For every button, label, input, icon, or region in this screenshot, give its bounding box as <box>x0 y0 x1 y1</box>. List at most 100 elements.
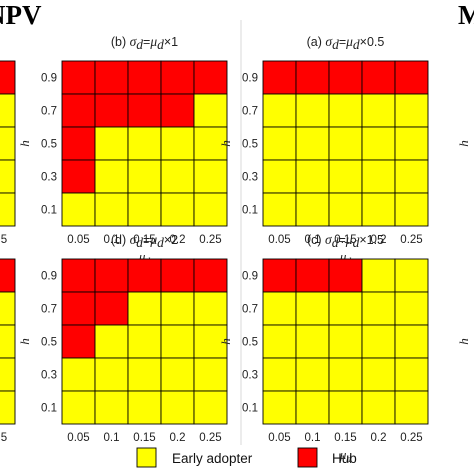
heatmap-cell <box>328 159 363 194</box>
heatmap-cell <box>127 357 162 392</box>
heatmap-cell <box>94 126 129 161</box>
x-tick-label: 0.2 <box>371 432 387 444</box>
heatmap-cell <box>262 357 297 392</box>
legend-label-early-adopter: Early adopter <box>172 451 253 466</box>
heatmap-cell <box>193 357 228 392</box>
heatmap-cell <box>94 159 129 194</box>
y-tick-label: 0.3 <box>242 370 258 382</box>
x-tick-label: 0.05 <box>268 432 290 444</box>
heatmap-cell <box>295 93 330 128</box>
heatmap-cell <box>328 93 363 128</box>
x-tick-label: 0.1 <box>104 432 120 444</box>
y-tick-label: 0.1 <box>41 403 57 415</box>
x-tick-label: 0.05 <box>67 234 89 246</box>
cropped-x-tick-label: 5 <box>1 432 7 444</box>
heatmap-cell <box>262 192 297 227</box>
heatmap-cell <box>328 126 363 161</box>
heatmap-cell <box>160 291 195 326</box>
x-tick-label: 0.25 <box>400 432 422 444</box>
heatmap-cell <box>361 357 396 392</box>
heatmap-panel-a: (a) σd=μd×0.5 0.9 0.7 0.5 0.3 0.1 0.05 0.1 0.15 0… <box>218 34 429 267</box>
heatmap-cell <box>127 291 162 326</box>
heatmap-cell <box>361 324 396 359</box>
x-tick-label: 0.15 <box>334 432 356 444</box>
heatmap-panel-b: (b) σd=μd×1 0.9 0.7 0.5 0.3 0.1 0.05 0.1 0.15 0.2… <box>17 34 228 267</box>
heatmap-cell <box>94 93 129 128</box>
x-tick-label: 0.2 <box>170 234 186 246</box>
heatmap-cell <box>160 258 195 293</box>
heatmap-cell <box>295 192 330 227</box>
y-tick-label: 0.5 <box>242 337 258 349</box>
heatmap-cell <box>61 159 96 194</box>
heatmap-cell <box>127 324 162 359</box>
heatmap-cell <box>127 258 162 293</box>
heatmap-cell <box>262 258 297 293</box>
x-tick-label: 0.15 <box>133 432 155 444</box>
heatmap-cell <box>328 357 363 392</box>
heatmap-cell <box>361 192 396 227</box>
heatmap-cell <box>262 390 297 425</box>
cropped-heatmap-cell <box>0 324 16 359</box>
heatmap-cell <box>394 192 429 227</box>
heatmap-panel-d: (d) σd=μd×2 0.9 0.7 0.5 0.3 0.1 0.05 0.1 0.15 0.2… <box>17 232 228 465</box>
heatmap-cell <box>193 324 228 359</box>
y-axis-label: h <box>17 338 32 345</box>
panel-title: (b) σd=μd×1 <box>111 34 178 52</box>
cropped-heatmap-cell <box>0 192 16 227</box>
cropped-x-tick-label: 5 <box>1 234 7 246</box>
heatmap-cell <box>94 324 129 359</box>
y-tick-label: 0.7 <box>41 304 57 316</box>
y-axis-label: h <box>218 338 233 345</box>
heatmap-cell <box>361 390 396 425</box>
x-tick-label: 0.05 <box>268 234 290 246</box>
x-tick-label: 0.2 <box>371 234 387 246</box>
heatmap-cell <box>127 93 162 128</box>
heatmap-cell <box>295 390 330 425</box>
y-tick-label: 0.3 <box>41 370 57 382</box>
heatmap-cell <box>295 291 330 326</box>
y-axis-label: h <box>17 140 32 147</box>
cropped-heatmap-cell <box>0 93 16 128</box>
heatmap-cell <box>94 60 129 95</box>
heatmap-cell <box>127 126 162 161</box>
heatmap-cell <box>394 258 429 293</box>
heatmap-cell <box>127 159 162 194</box>
heatmap-cell <box>94 291 129 326</box>
cropped-y-axis-label: h <box>456 338 471 345</box>
heatmap-cell <box>262 93 297 128</box>
heatmap-cell <box>262 291 297 326</box>
legend: Early adopter Hub <box>136 447 357 468</box>
heatmap-cell <box>262 324 297 359</box>
heatmap-cell <box>61 93 96 128</box>
heatmap-cell <box>394 126 429 161</box>
heatmap-cell <box>193 60 228 95</box>
y-tick-label: 0.5 <box>41 337 57 349</box>
heatmap-cell <box>160 357 195 392</box>
y-tick-label: 0.9 <box>242 73 258 85</box>
y-tick-label: 0.3 <box>242 172 258 184</box>
heatmap-cell <box>193 390 228 425</box>
heatmap-cell <box>295 357 330 392</box>
heatmap-cell <box>160 126 195 161</box>
legend-swatch-early-adopter <box>136 447 157 468</box>
heatmap-cell <box>94 258 129 293</box>
y-tick-label: 0.3 <box>41 172 57 184</box>
heatmap-cell <box>262 159 297 194</box>
heatmap-cell <box>193 93 228 128</box>
heatmap-cell <box>94 390 129 425</box>
heatmap-cell <box>61 357 96 392</box>
heatmap-cell <box>361 93 396 128</box>
heatmap-cell <box>160 192 195 227</box>
x-tick-label: 0.1 <box>305 234 321 246</box>
cropped-heatmap-cell <box>0 159 16 194</box>
heatmap-cell <box>295 324 330 359</box>
heatmap-cell <box>127 60 162 95</box>
heatmap-cell <box>127 390 162 425</box>
heatmap-cell <box>193 159 228 194</box>
heatmap-cell <box>94 192 129 227</box>
heatmap-cell <box>295 60 330 95</box>
heatmap-cell <box>394 291 429 326</box>
heatmap-cell <box>61 258 96 293</box>
cropped-heatmap-cell <box>0 258 16 293</box>
